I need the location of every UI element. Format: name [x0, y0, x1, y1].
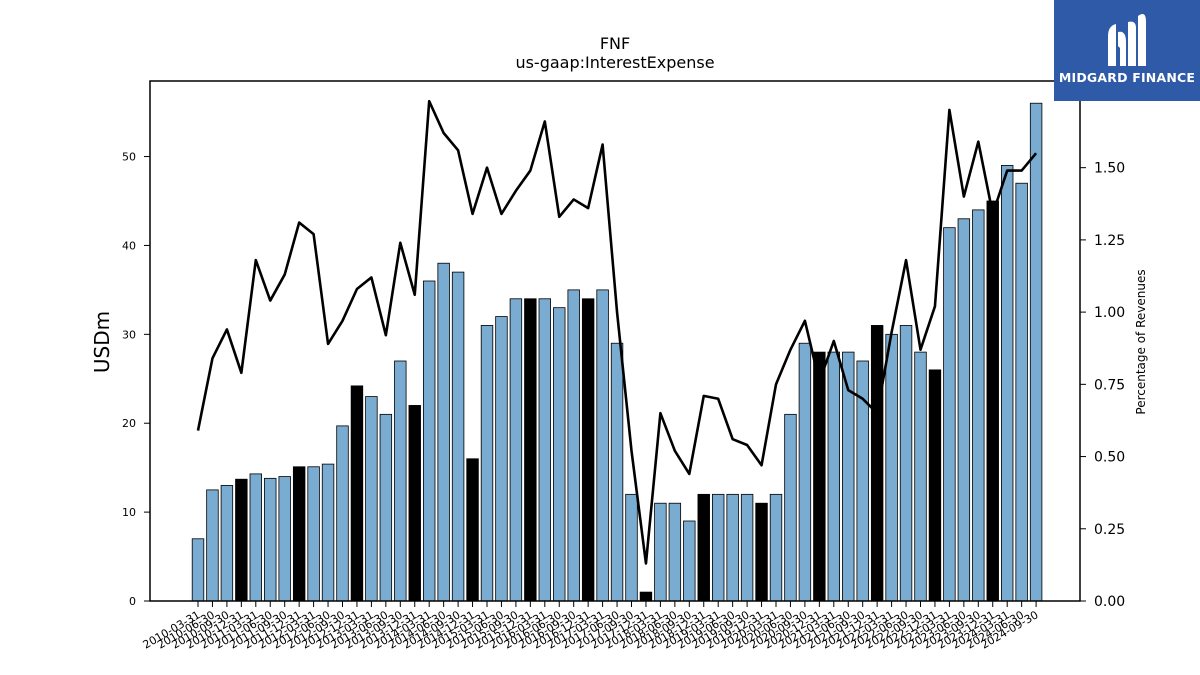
- bar: [986, 200, 999, 602]
- bar: [220, 485, 234, 602]
- bar: [740, 493, 754, 602]
- bar: [827, 351, 841, 602]
- y-tick-label: 50: [122, 151, 136, 164]
- bar: [553, 307, 566, 602]
- bar: [567, 289, 580, 602]
- bar: [870, 325, 884, 602]
- bar: [365, 396, 378, 602]
- bar: [683, 520, 696, 602]
- midgard-logo-icon: [1108, 14, 1146, 67]
- bar: [726, 493, 739, 602]
- bar: [264, 477, 277, 602]
- bar: [769, 493, 783, 602]
- bar: [813, 351, 826, 602]
- bar: [495, 316, 508, 602]
- bar: [278, 476, 291, 602]
- y2-tick-label: 1.50: [1094, 161, 1125, 177]
- bar: [379, 413, 393, 602]
- bar: [928, 369, 942, 602]
- bar: [422, 280, 436, 602]
- bar: [249, 473, 263, 602]
- bar: [480, 325, 494, 602]
- bar: [1001, 165, 1014, 602]
- bar: [943, 227, 956, 602]
- bar: [899, 325, 913, 602]
- bar: [885, 333, 898, 602]
- bar: [191, 538, 205, 602]
- bar: [307, 466, 320, 602]
- bar: [581, 298, 595, 602]
- line-series: [196, 99, 1038, 565]
- bar: [610, 342, 624, 602]
- bar: [784, 413, 797, 602]
- bar: [451, 271, 465, 602]
- bar: [292, 466, 306, 602]
- bar: [350, 385, 364, 602]
- plot-frame: [149, 80, 1081, 602]
- logo-text: MIDGARD FINANCE: [1058, 70, 1196, 85]
- bar: [408, 405, 421, 602]
- y-tick-label: 20: [122, 417, 136, 430]
- bar: [509, 298, 523, 602]
- bar: [668, 502, 682, 602]
- chart-title: FNF: [600, 34, 630, 53]
- y2-tick-label: 1.25: [1094, 233, 1125, 249]
- bar: [1015, 182, 1028, 602]
- bar: [798, 342, 812, 602]
- bar-series: [191, 102, 1043, 602]
- chart-subtitle: us-gaap:InterestExpense: [515, 53, 714, 72]
- y-tick-label: 30: [122, 328, 136, 341]
- y2-tick-label: 0.75: [1094, 377, 1125, 393]
- y2-tick-label: 1.00: [1094, 305, 1125, 321]
- bar: [235, 478, 248, 602]
- y2-axis: 0.000.250.500.751.001.251.501.75: [1080, 88, 1125, 610]
- bar: [437, 262, 450, 602]
- bar: [755, 502, 768, 602]
- y2-tick-label: 0.25: [1094, 522, 1125, 538]
- bar: [957, 218, 971, 602]
- bar: [336, 425, 349, 602]
- bar: [596, 289, 609, 602]
- bar: [206, 489, 219, 602]
- bar: [524, 298, 537, 602]
- bar: [538, 298, 552, 602]
- bar: [1029, 102, 1043, 602]
- bar: [321, 463, 335, 602]
- bar: [697, 493, 710, 602]
- y2-axis-label: Percentage of Revenues: [1134, 269, 1148, 414]
- y-axis: 0 10 20 30 40 50: [122, 151, 150, 608]
- y-tick-label: 10: [122, 506, 136, 519]
- bar: [914, 351, 927, 602]
- bar: [712, 493, 725, 602]
- y2-tick-label: 0.00: [1094, 594, 1125, 610]
- bar: [639, 591, 653, 602]
- midgard-logo: MIDGARD FINANCE: [1054, 0, 1200, 101]
- x-axis: 2010-03-312010-06-302010-09-302010-12-31…: [141, 601, 1041, 652]
- bar: [654, 502, 667, 602]
- bar: [394, 360, 407, 602]
- bar: [466, 458, 479, 602]
- y-tick-label: 40: [122, 239, 136, 252]
- bar: [972, 209, 985, 602]
- y-tick-label: 0: [129, 595, 136, 608]
- bar: [625, 493, 638, 602]
- series-line: [196, 99, 1038, 565]
- y-axis-label: USDm: [90, 311, 114, 373]
- y2-tick-label: 0.50: [1094, 450, 1125, 466]
